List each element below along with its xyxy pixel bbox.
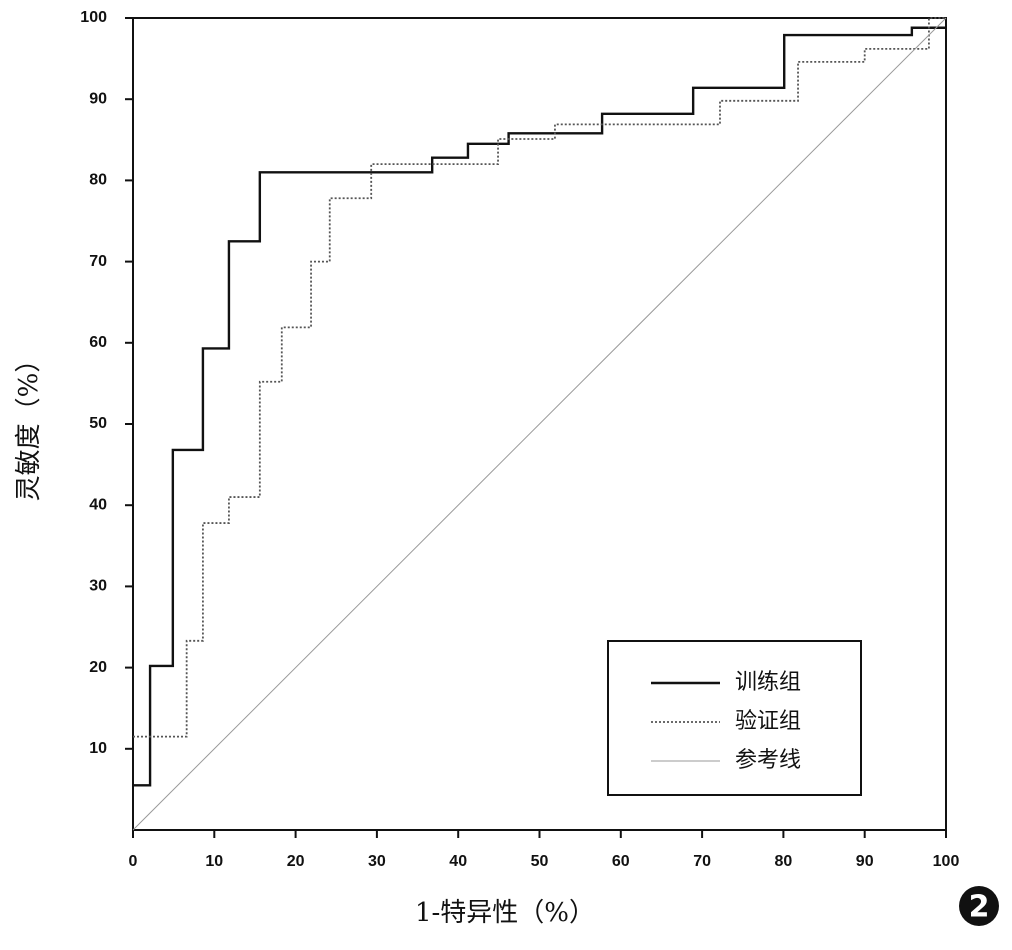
x-tick-label: 70 bbox=[693, 853, 711, 870]
legend-box bbox=[607, 640, 862, 796]
x-tick-label: 80 bbox=[775, 853, 793, 870]
y-tick-label: 20 bbox=[89, 659, 107, 676]
x-tick-label: 0 bbox=[129, 853, 138, 870]
y-tick-label: 90 bbox=[89, 90, 107, 107]
x-tick-label: 90 bbox=[856, 853, 874, 870]
y-tick-label: 10 bbox=[89, 740, 107, 757]
legend-label: 验证组 bbox=[735, 709, 801, 734]
y-axis-label: 灵敏度（%） bbox=[14, 347, 44, 502]
x-tick-label: 40 bbox=[449, 853, 467, 870]
roc-line bbox=[132, 17, 947, 831]
y-tick-label: 40 bbox=[89, 496, 107, 513]
x-tick-label: 30 bbox=[368, 853, 386, 870]
x-tick-label: 10 bbox=[205, 853, 223, 870]
x-tick-label: 50 bbox=[531, 853, 549, 870]
roc-line bbox=[133, 26, 946, 787]
x-tick-label: 60 bbox=[612, 853, 630, 870]
x-tick-label: 20 bbox=[287, 853, 305, 870]
x-axis-label: 1-特异性（%） bbox=[415, 898, 595, 928]
figure-label: 2 bbox=[969, 890, 990, 925]
legend-label: 训练组 bbox=[735, 670, 801, 695]
y-tick-label: 70 bbox=[89, 253, 107, 270]
legend-label: 参考线 bbox=[735, 748, 801, 773]
y-tick-label: 50 bbox=[89, 415, 107, 432]
y-tick-label: 100 bbox=[80, 9, 107, 26]
figure-badge bbox=[959, 886, 999, 926]
y-tick-label: 30 bbox=[89, 578, 107, 595]
y-tick-label: 60 bbox=[89, 334, 107, 351]
roc-line bbox=[133, 17, 946, 738]
x-tick-label: 100 bbox=[933, 853, 960, 870]
y-tick-label: 80 bbox=[89, 172, 107, 189]
